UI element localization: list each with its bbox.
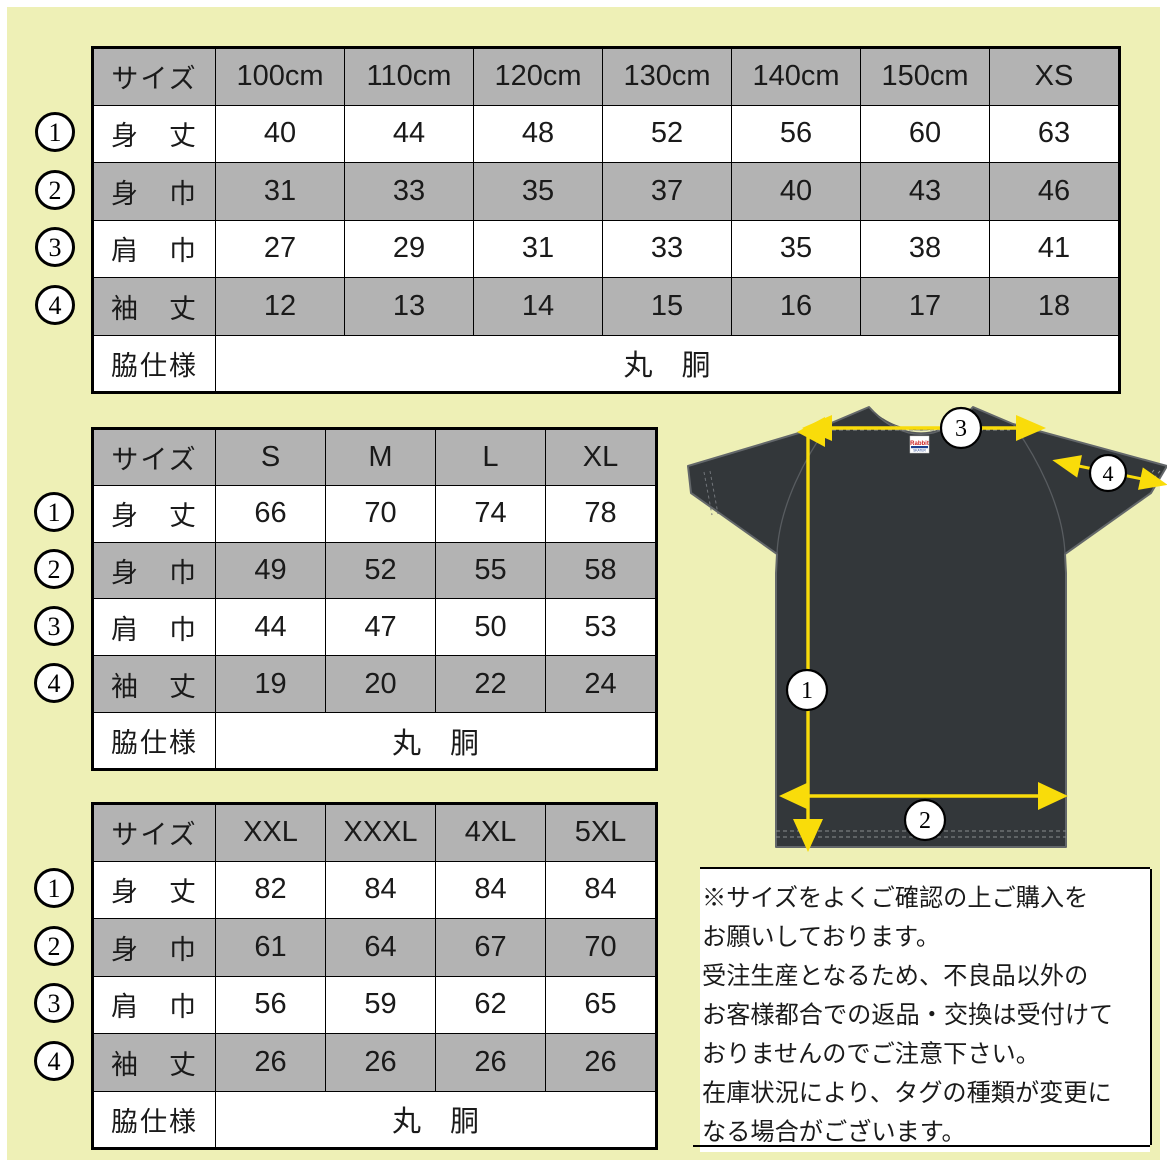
svg-text:3: 3	[955, 416, 967, 442]
svg-text:4: 4	[1103, 461, 1114, 486]
svg-text:SKATER: SKATER	[913, 449, 926, 453]
svg-text:1: 1	[801, 678, 813, 704]
svg-text:2: 2	[919, 808, 931, 834]
